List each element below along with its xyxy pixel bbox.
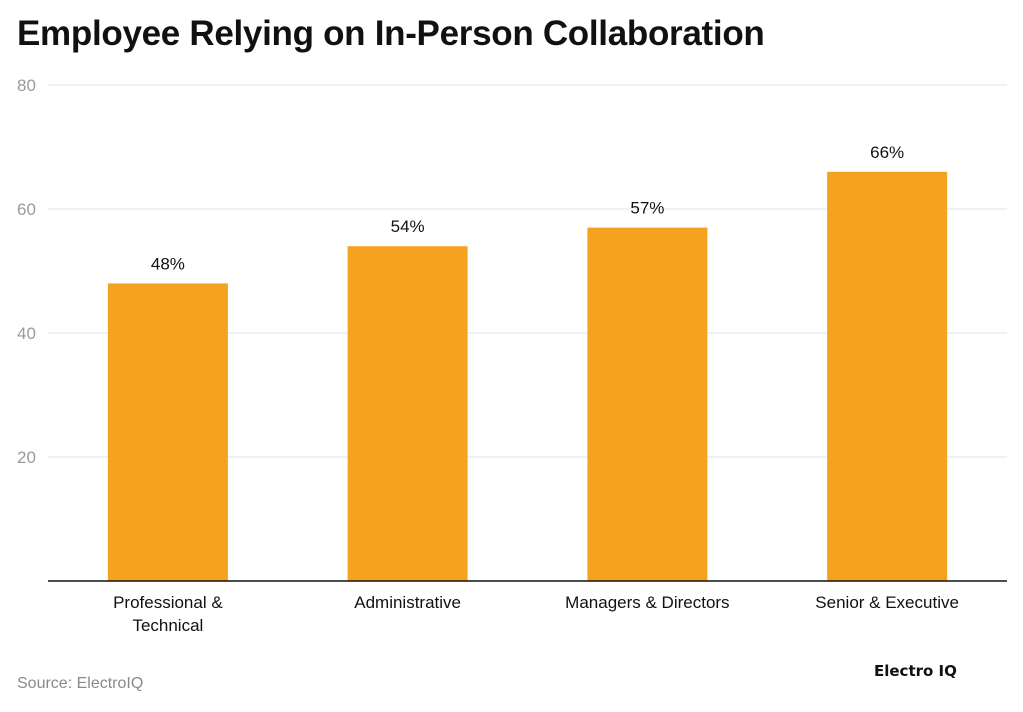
bar-value-label: 54% [391, 217, 425, 236]
x-tick-label: Technical [132, 616, 203, 635]
y-tick-label: 20 [17, 448, 36, 467]
y-tick-label: 80 [17, 76, 36, 95]
source-note: Source: ElectroIQ [17, 675, 144, 692]
x-tick-label: Senior & Executive [815, 593, 959, 612]
bar [107, 283, 228, 581]
bar [347, 246, 468, 581]
x-tick-label: Managers & Directors [565, 593, 729, 612]
bar-value-label: 48% [151, 254, 185, 273]
x-tick-label: Professional & [113, 593, 223, 612]
y-tick-label: 60 [17, 200, 36, 219]
brand-logo: Electro IQ [874, 662, 957, 680]
bar-value-label: 66% [870, 143, 904, 162]
y-tick-label: 40 [17, 324, 36, 343]
bar [587, 227, 708, 581]
bar-value-label: 57% [630, 199, 664, 218]
bar [827, 171, 948, 582]
chart-title: Employee Relying on In-Person Collaborat… [17, 14, 765, 53]
x-tick-label: Administrative [354, 593, 461, 612]
